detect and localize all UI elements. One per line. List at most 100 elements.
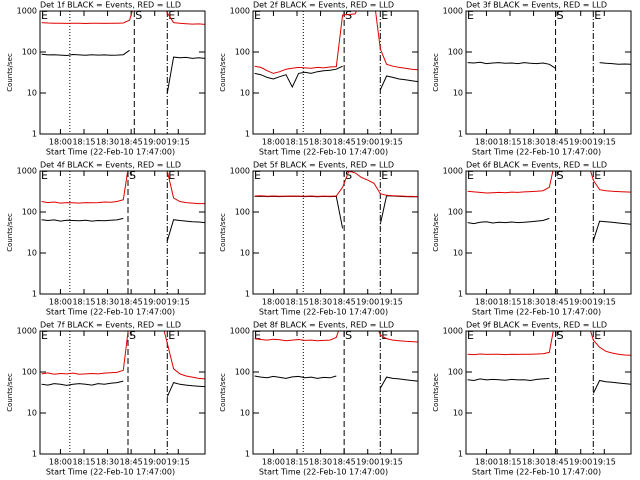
x-tick-label: 18:00 — [49, 138, 72, 147]
x-tick-label: 18:30 — [522, 458, 545, 467]
y-tick-label: 100 — [448, 208, 463, 217]
plot-frame — [465, 170, 632, 295]
annotation-label: E — [254, 9, 261, 22]
y-axis-label: Counts/sec — [432, 373, 440, 412]
annotation-label: E — [41, 169, 48, 182]
series-line — [41, 49, 205, 94]
annotation-label: S — [129, 169, 136, 182]
y-tick-label: 10 — [27, 89, 37, 98]
series-line — [41, 331, 205, 380]
series-line — [254, 171, 418, 198]
chart-title: Det 4f BLACK = Events, RED = LLD — [40, 161, 181, 170]
annotation-label: S — [129, 329, 136, 342]
chart-title: Det 8f BLACK = Events, RED = LLD — [253, 321, 394, 330]
x-axis-label: Start Time (22-Feb-10 17:47:00) — [259, 308, 388, 317]
chart-title: Det 2f BLACK = Events, RED = LLD — [253, 1, 394, 10]
x-tick-label: 19:15 — [167, 138, 190, 147]
annotation-label: E — [168, 169, 175, 182]
x-tick-label: 18:15 — [72, 298, 95, 307]
series-line — [41, 171, 205, 205]
y-tick-label: 1 — [32, 130, 37, 139]
annotation-label: S — [345, 9, 352, 22]
x-axis-label: Start Time (22-Feb-10 17:47:00) — [472, 468, 601, 477]
annotation-label: E — [168, 9, 175, 22]
series-line — [467, 171, 631, 194]
x-tick-label: 19:00 — [143, 458, 166, 467]
x-tick-label: 18:30 — [522, 138, 545, 147]
y-tick-label: 1000 — [17, 7, 37, 16]
y-tick-label: 10 — [240, 249, 250, 258]
x-tick-label: 19:00 — [143, 298, 166, 307]
y-tick-label: 100 — [448, 368, 463, 377]
y-tick-label: 100 — [235, 48, 250, 57]
x-tick-label: 18:30 — [96, 138, 119, 147]
x-tick-label: 18:45 — [120, 138, 143, 147]
y-tick-label: 10 — [453, 249, 463, 258]
x-tick-label: 18:00 — [475, 298, 498, 307]
chart-title: Det 1f BLACK = Events, RED = LLD — [40, 1, 181, 10]
y-tick-label: 1 — [32, 290, 37, 299]
x-tick-label: 19:00 — [569, 138, 592, 147]
y-tick-label: 1 — [458, 450, 463, 459]
x-tick-label: 19:00 — [356, 298, 379, 307]
x-tick-label: 19:00 — [356, 138, 379, 147]
chart-title: Det 9f BLACK = Events, RED = LLD — [466, 321, 607, 330]
annotation-label: E — [594, 329, 601, 342]
x-tick-label: 18:45 — [333, 458, 356, 467]
x-tick-label: 18:00 — [262, 458, 285, 467]
annotation-label: E — [467, 9, 474, 22]
x-tick-label: 19:15 — [593, 458, 616, 467]
x-axis-label: Start Time (22-Feb-10 17:47:00) — [46, 468, 175, 477]
x-tick-label: 18:45 — [333, 298, 356, 307]
plot-frame — [252, 170, 419, 295]
annotation-label: S — [557, 9, 564, 22]
annotation-label: S — [345, 329, 352, 342]
x-tick-label: 18:15 — [72, 138, 95, 147]
series-line — [467, 61, 631, 69]
annotation-label: E — [381, 9, 388, 22]
x-tick-label: 18:45 — [546, 458, 569, 467]
y-tick-label: 100 — [448, 48, 463, 57]
y-tick-label: 1 — [32, 450, 37, 459]
y-axis-label: Counts/sec — [432, 53, 440, 92]
x-tick-label: 18:15 — [285, 138, 308, 147]
annotation-label: E — [594, 9, 601, 22]
x-tick-label: 18:45 — [120, 298, 143, 307]
series-line — [467, 331, 631, 356]
y-axis-label: Counts/sec — [432, 213, 440, 252]
plot-frame — [252, 330, 419, 455]
series-line — [41, 217, 205, 241]
y-tick-label: 1000 — [17, 167, 37, 176]
x-tick-label: 18:30 — [309, 458, 332, 467]
x-tick-label: 18:15 — [285, 458, 308, 467]
chart-title: Det 5f BLACK = Events, RED = LLD — [253, 161, 394, 170]
x-tick-label: 19:00 — [569, 298, 592, 307]
y-tick-label: 1000 — [443, 167, 463, 176]
annotation-label: E — [381, 329, 388, 342]
x-tick-label: 18:15 — [285, 298, 308, 307]
y-tick-label: 1 — [245, 290, 250, 299]
y-axis-label: Counts/sec — [6, 53, 14, 92]
annotation-label: S — [557, 329, 564, 342]
x-tick-label: 18:30 — [309, 298, 332, 307]
x-tick-label: 18:00 — [475, 138, 498, 147]
y-tick-label: 10 — [27, 249, 37, 258]
y-axis-label: Counts/sec — [219, 53, 227, 92]
chart-title: Det 6f BLACK = Events, RED = LLD — [466, 161, 607, 170]
x-tick-label: 18:45 — [546, 138, 569, 147]
x-tick-label: 18:00 — [49, 458, 72, 467]
plot-frame — [39, 330, 206, 455]
plot-frame — [465, 10, 632, 135]
annotation-label: E — [467, 329, 474, 342]
y-axis-label: Counts/sec — [219, 213, 227, 252]
series-line — [254, 65, 418, 91]
y-tick-label: 100 — [235, 208, 250, 217]
series-line — [467, 217, 631, 241]
y-tick-label: 1000 — [443, 327, 463, 336]
annotation-label: S — [345, 169, 352, 182]
y-axis-label: Counts/sec — [6, 213, 14, 252]
annotation-label: S — [135, 9, 142, 22]
x-tick-label: 19:00 — [143, 138, 166, 147]
